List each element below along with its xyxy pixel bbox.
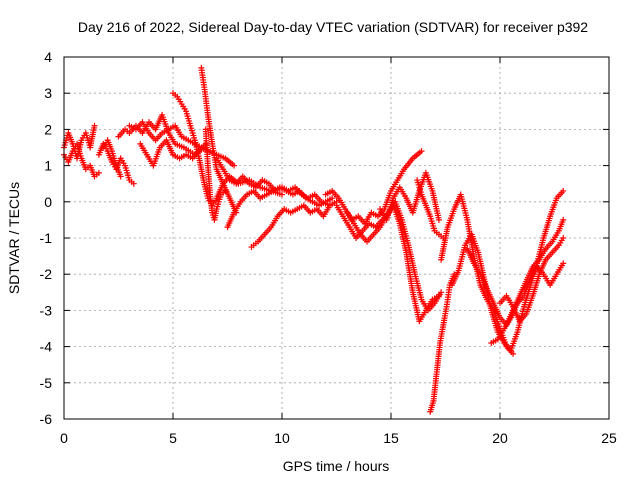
data-point <box>560 187 567 194</box>
y-tick-label: 3 <box>44 85 52 101</box>
data-series <box>170 90 285 209</box>
data-series <box>497 235 567 325</box>
data-point <box>560 260 567 267</box>
y-tick-label: 2 <box>44 121 52 137</box>
data-point <box>91 122 98 129</box>
grid-layer <box>64 57 609 419</box>
x-tick-label: 10 <box>274 430 290 446</box>
y-tick-label: 1 <box>44 158 52 174</box>
data-series <box>377 169 442 223</box>
y-tick-label: 4 <box>44 49 52 65</box>
y-tick-label: -2 <box>40 266 53 282</box>
y-tick-label: -6 <box>40 411 53 427</box>
x-axis-label: GPS time / hours <box>283 458 390 474</box>
x-tick-label: 25 <box>601 430 617 446</box>
data-point <box>435 216 442 223</box>
data-series <box>100 137 124 180</box>
data-series <box>224 184 336 231</box>
data-point <box>418 148 425 155</box>
data-point <box>435 292 442 299</box>
data-series <box>248 198 340 251</box>
data-series <box>322 148 425 227</box>
data-series <box>137 137 209 169</box>
data-point <box>438 289 445 296</box>
data-point <box>222 187 229 194</box>
y-tick-label: -5 <box>40 375 53 391</box>
y-tick-label: -3 <box>40 302 53 318</box>
data-series <box>61 140 102 180</box>
x-tick-label: 15 <box>383 430 399 446</box>
data-point <box>560 216 567 223</box>
y-tick-label: -1 <box>40 230 53 246</box>
data-point <box>329 195 336 202</box>
data-point <box>279 191 285 198</box>
data-series <box>202 126 229 223</box>
data-marks <box>61 64 567 415</box>
x-tick-label: 5 <box>169 430 177 446</box>
data-point <box>231 162 238 169</box>
data-point <box>95 169 102 176</box>
data-point <box>560 235 567 241</box>
data-point <box>510 350 517 357</box>
y-tick-label: -4 <box>40 339 53 355</box>
data-series <box>414 177 447 241</box>
y-tick-label: 0 <box>44 194 52 210</box>
chart-title: Day 216 of 2022, Sidereal Day-to-day VTE… <box>78 19 588 35</box>
y-axis-label: SDTVAR / TECUs <box>6 182 22 294</box>
data-point <box>130 180 137 187</box>
data-point <box>117 173 124 180</box>
x-tick-label: 0 <box>60 430 68 446</box>
data-series <box>427 271 458 415</box>
data-series <box>126 119 238 169</box>
x-tick-label: 20 <box>492 430 508 446</box>
data-series <box>488 260 567 346</box>
data-series <box>344 202 442 325</box>
